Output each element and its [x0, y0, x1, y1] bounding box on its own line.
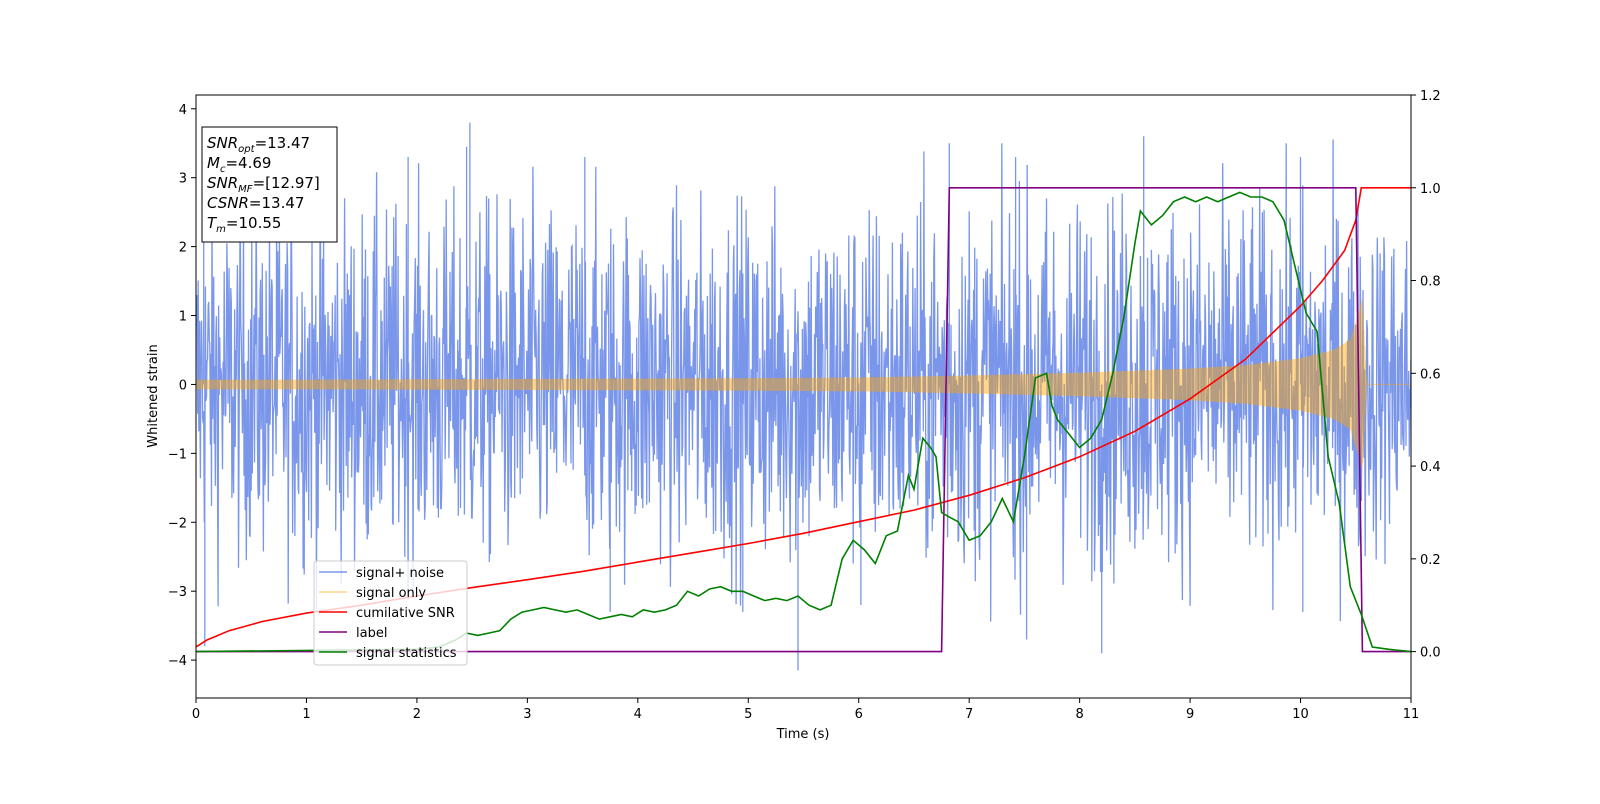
legend-label-cumilative-snr: cumilative SNR — [356, 606, 455, 621]
y2-tick-label: 0.6 — [1420, 367, 1441, 382]
y-tick-label: −4 — [168, 654, 187, 669]
info-symbol: CSNR — [207, 194, 249, 212]
x-tick-label: 4 — [634, 707, 642, 722]
legend-label-signal-only: signal only — [356, 586, 426, 601]
x-tick-label: 7 — [965, 707, 973, 722]
info-value: =13.47 — [249, 194, 305, 212]
info-subscript: opt — [238, 144, 255, 155]
info-box — [201, 126, 338, 243]
x-tick-label: 3 — [523, 707, 531, 722]
y-tick-label: 3 — [179, 172, 187, 187]
x-tick-label: 2 — [413, 707, 421, 722]
x-tick-label: 10 — [1292, 707, 1309, 722]
y-tick-label: −3 — [168, 585, 187, 600]
info-value: =[12.97] — [253, 174, 320, 192]
y-tick-label: 4 — [179, 103, 187, 118]
y-tick-label: −2 — [168, 516, 187, 531]
y-tick-label: 0 — [179, 378, 187, 393]
info-symbol: SNR — [207, 174, 238, 192]
info-value: =10.55 — [226, 214, 282, 232]
x-tick-label: 0 — [192, 707, 200, 722]
legend-label-label: label — [356, 626, 387, 641]
series-label-line — [196, 187, 1411, 653]
x-tick-label: 6 — [855, 707, 863, 722]
series-signal-plus-noise-line — [196, 122, 1411, 671]
plot-frame — [195, 94, 1412, 699]
info-value: =4.69 — [225, 154, 271, 172]
x-tick-label: 9 — [1186, 707, 1194, 722]
info-symbol: T — [207, 214, 218, 232]
legend-label-signal-noise: signal+ noise — [356, 566, 444, 581]
info-line: SNRopt=13.47 — [207, 134, 310, 155]
y2-tick-label: 0.0 — [1420, 646, 1441, 661]
info-line: Mc=4.69 — [207, 154, 271, 175]
series-signal-statistics-line — [196, 191, 1411, 653]
x-tick-label: 8 — [1075, 707, 1083, 722]
legend-label-signal-statistics: signal statistics — [356, 646, 457, 661]
series-signal-only-line — [196, 298, 1411, 470]
info-line: CSNR=13.47 — [207, 194, 304, 212]
info-subscript: MF — [238, 184, 253, 195]
y-axis-label: Whitened strain — [146, 344, 161, 447]
info-symbol: M — [207, 154, 220, 172]
info-subscript: m — [216, 224, 226, 235]
y2-tick-label: 0.4 — [1420, 460, 1441, 475]
y-tick-label: 1 — [179, 310, 187, 325]
y-tick-label: 2 — [179, 241, 187, 256]
y-tick-label: −1 — [168, 447, 187, 462]
y2-tick-label: 1.0 — [1420, 182, 1441, 197]
y2-tick-label: 0.8 — [1420, 275, 1441, 290]
x-tick-label: 5 — [744, 707, 752, 722]
x-tick-label: 1 — [302, 707, 310, 722]
x-tick-label: 11 — [1403, 707, 1420, 722]
info-line: Tm=10.55 — [207, 214, 281, 235]
info-value: =13.47 — [255, 134, 311, 152]
info-symbol: SNR — [207, 134, 238, 152]
legend-box — [313, 560, 468, 666]
x-axis-label: Time (s) — [776, 727, 830, 742]
info-subscript: c — [220, 164, 226, 175]
info-line: SNRMF=[12.97] — [207, 174, 320, 195]
y2-tick-label: 0.2 — [1420, 553, 1441, 568]
y2-tick-label: 1.2 — [1420, 89, 1441, 104]
